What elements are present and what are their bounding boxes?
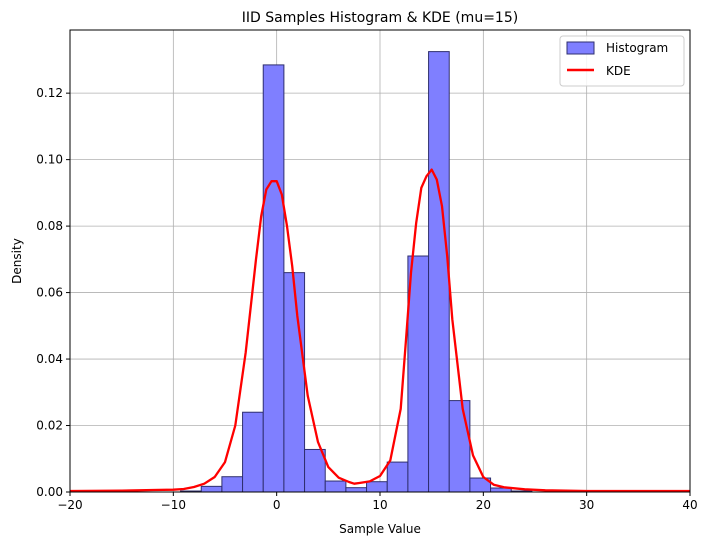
histogram-bar [262,64,285,493]
grid [69,30,691,493]
y-tick-label: 0.10 [36,153,63,167]
x-tick-label: −10 [161,498,186,512]
legend-histogram-swatch [566,41,595,55]
x-tick-label: −20 [57,498,82,512]
y-axis-label: Density [10,238,24,284]
legend-histogram-label: Histogram [606,41,668,55]
histogram-bar [304,448,326,493]
y-tick-label: 0.02 [36,419,63,433]
y-tick-label: 0.04 [36,352,63,366]
y-tick-label: 0.12 [36,86,63,100]
histogram-bar [242,411,264,493]
histogram-bar [221,476,244,493]
x-tick-label: 10 [372,498,387,512]
y-tick-label: 0.08 [36,219,63,233]
x-tick-label: 20 [476,498,491,512]
histogram-bar [324,480,347,493]
kde-curve [69,168,690,493]
histogram-bar [283,272,306,493]
histogram-bar [345,487,368,493]
x-tick-label: 0 [273,498,281,512]
y-tick-label: 0.06 [36,286,63,300]
legend: Histogram KDE [559,35,685,87]
histogram-bars [180,51,533,493]
x-tick-label: 30 [579,498,594,512]
x-axis-label: Sample Value [339,522,421,536]
kde-line [69,168,690,493]
histogram-bar [200,485,223,493]
legend-kde-label: KDE [606,64,631,78]
histogram-bar [428,51,450,493]
y-tick-label: 0.00 [36,485,63,499]
x-tick-label: 40 [682,498,697,512]
x-axis-ticks: −20 −10 0 10 20 30 40 [57,492,698,512]
y-axis-ticks: 0.00 0.02 0.04 0.06 0.08 0.10 0.12 [36,86,70,499]
histogram-bar [448,400,471,493]
histogram-bar [407,255,430,493]
chart-title: IID Samples Histogram & KDE (mu=15) [242,10,518,26]
histogram-bar [366,481,388,493]
histogram-bar [386,461,409,493]
